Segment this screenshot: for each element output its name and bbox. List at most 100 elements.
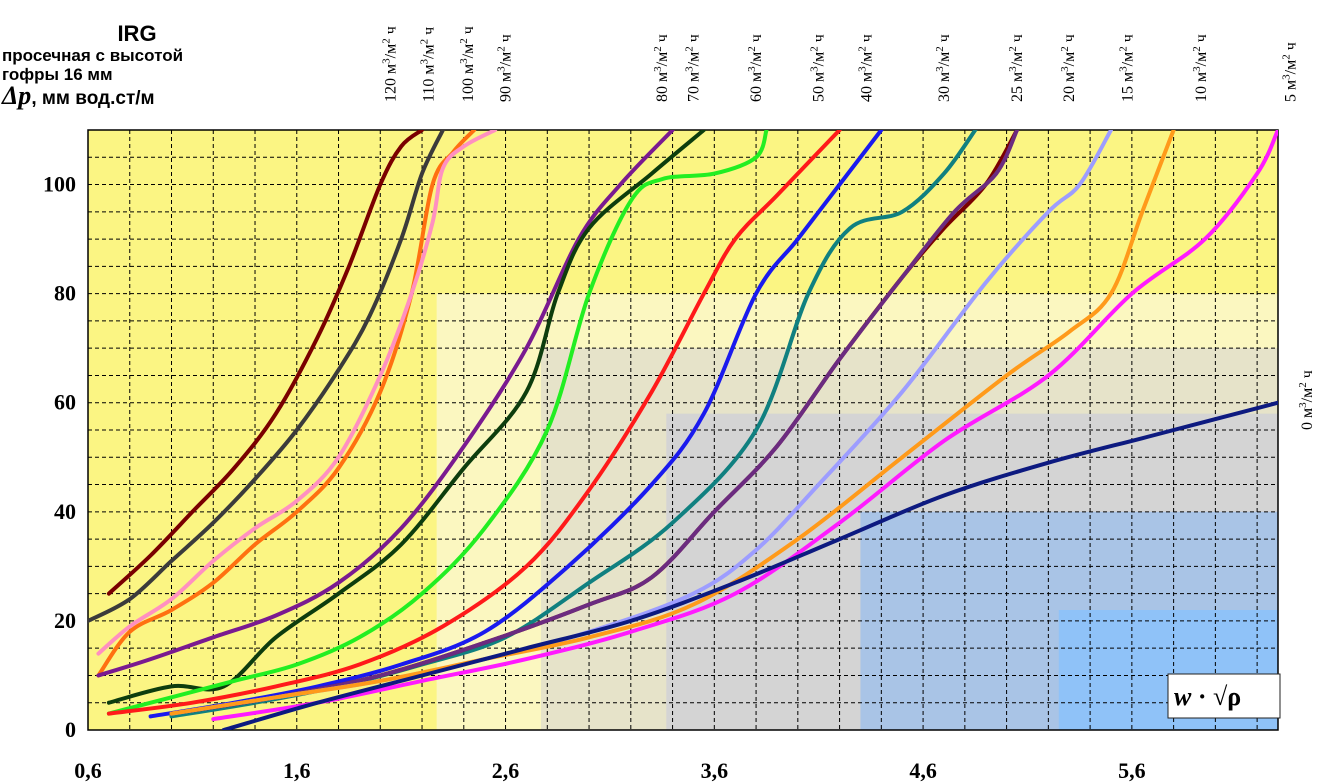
label-part: 3 (418, 58, 430, 64)
label-part: 2 (1059, 46, 1071, 52)
y-axis-symbol: Δp (2, 81, 32, 110)
label-part: 50 м (811, 72, 828, 102)
y-axis-label: Δp, мм вод.ст/м (2, 81, 302, 111)
label-part: 3 (1297, 402, 1309, 408)
label-part: 90 м (498, 72, 515, 102)
y-tick-label: 60 (54, 390, 76, 415)
x-tick-label: 4,6 (909, 758, 937, 783)
label-part: 2 (934, 46, 946, 52)
label-part: ч (1283, 42, 1300, 54)
y-tick-label: 20 (54, 608, 76, 633)
label-part: 15 м (1120, 72, 1137, 102)
label-part: ч (936, 34, 953, 46)
chart-title: IRG (117, 21, 157, 46)
series-label: 110 м3/м2 ч (418, 27, 437, 102)
zero-flow-label-text: 0 м3/м2 ч (1297, 370, 1316, 430)
label-part: 2 (652, 46, 664, 52)
series-line-15 (221, 400, 1278, 730)
plot-frame (87, 129, 1279, 731)
label-part: ч (685, 34, 702, 46)
series-label: 90 м3/м2 ч (496, 34, 515, 102)
series-line-0 (106, 130, 424, 596)
chart-subtitle-line2: гофры 16 мм (2, 65, 113, 84)
series-label: 5 м3/м2 ч (1281, 42, 1300, 102)
label-part: 2 (683, 46, 695, 52)
series-line-4 (96, 130, 675, 678)
y-tick-label: 0 (65, 717, 76, 742)
label-part: /м (460, 44, 477, 59)
label-part: 3 (381, 58, 393, 64)
grid-lines (88, 130, 1278, 730)
label-part: 2 (1191, 46, 1203, 52)
series-line-6 (106, 130, 769, 716)
label-part: 5 м (1283, 80, 1300, 102)
label-part: 3 (1118, 66, 1130, 72)
label-part: 120 м (383, 64, 400, 102)
label-part: 2 (1297, 382, 1309, 388)
series-label: 20 м3/м2 ч (1059, 34, 1078, 102)
x-axis-formula: w · √ρ (1167, 673, 1281, 719)
label-part: 3 (746, 66, 758, 72)
label-part: /м (685, 52, 702, 67)
series-lines (88, 130, 1278, 730)
x-axis-ticks: 0,6 1,6 2,6 3,6 4,6 5,6 (74, 758, 1145, 783)
label-part: 110 м (420, 64, 437, 102)
label-part: /м (748, 52, 765, 67)
y-tick-label: 100 (43, 172, 76, 197)
x-tick-label: 0,6 (74, 758, 102, 783)
zero-flow-label: 0 м3/м2 ч (1297, 370, 1316, 430)
label-part: /м (811, 52, 828, 67)
formula-text: w · √ρ (1174, 682, 1241, 711)
series-label: 30 м3/м2 ч (934, 34, 953, 102)
label-part: /м (383, 44, 400, 59)
label-part: /м (420, 44, 437, 59)
label-part: ч (1009, 34, 1026, 46)
label-part: ч (748, 34, 765, 46)
label-part: 2 (857, 46, 869, 52)
chart-subtitle-line1: просечная с высотой (2, 46, 184, 65)
label-part: ч (811, 34, 828, 46)
label-part: 40 м (859, 72, 876, 102)
label-part: /м (1283, 60, 1300, 75)
label-part: 3 (809, 66, 821, 72)
label-part: 2 (496, 46, 508, 52)
label-part: 2 (458, 38, 470, 44)
label-part: ч (1299, 370, 1316, 382)
label-part: 3 (496, 66, 508, 72)
label-part: 3 (1191, 66, 1203, 72)
y-axis-ticks: 0 20 40 60 80 100 (43, 172, 76, 742)
label-part: ч (420, 27, 437, 39)
label-part: 60 м (748, 72, 765, 102)
formula-rho: ρ (1227, 682, 1241, 711)
series-label: 100 м3/м2 ч (458, 26, 477, 102)
label-part: 3 (1281, 74, 1293, 80)
label-part: /м (859, 52, 876, 67)
label-part: 2 (809, 46, 821, 52)
label-part: ч (460, 26, 477, 38)
series-label: 50 м3/м2 ч (809, 34, 828, 102)
x-tick-label: 5,6 (1118, 758, 1146, 783)
formula-dot: · (1191, 682, 1213, 711)
label-part: 25 м (1009, 72, 1026, 102)
label-part: 2 (381, 38, 393, 44)
series-label: 15 м3/м2 ч (1118, 34, 1137, 102)
series-label: 80 м3/м2 ч (652, 34, 671, 102)
label-part: ч (859, 34, 876, 46)
label-part: 3 (1007, 66, 1019, 72)
label-part: 3 (683, 66, 695, 72)
label-part: ч (1193, 34, 1210, 46)
label-part: ч (1120, 34, 1137, 46)
label-part: 3 (857, 66, 869, 72)
y-axis-unit: , мм вод.ст/м (31, 88, 155, 109)
label-part: /м (498, 52, 515, 67)
label-part: 3 (652, 66, 664, 72)
label-part: 3 (458, 58, 470, 64)
label-part: 10 м (1193, 72, 1210, 102)
label-part: /м (1061, 52, 1078, 67)
x-tick-label: 1,6 (283, 758, 311, 783)
series-line-1 (88, 130, 445, 623)
label-part: 2 (746, 46, 758, 52)
series-label: 60 м3/м2 ч (746, 34, 765, 102)
